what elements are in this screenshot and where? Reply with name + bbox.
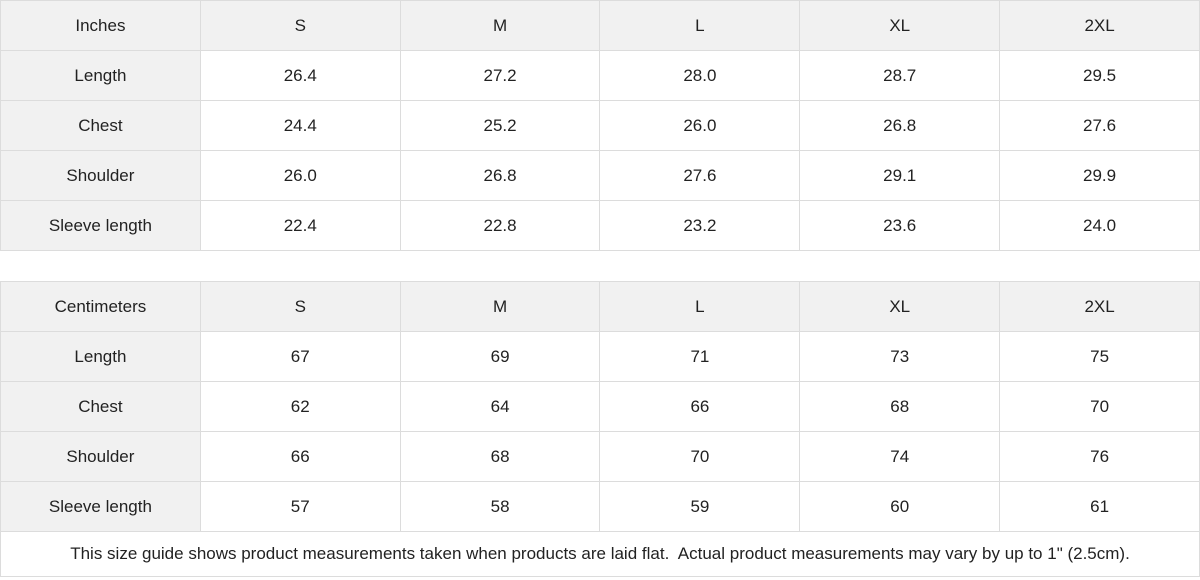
row-label: Chest [0,381,201,432]
inches-header-row: Inches S M L XL 2XL [0,0,1200,51]
table-row-sleeve-length: Sleeve length 22.4 22.8 23.2 23.6 24.0 [0,200,1200,251]
table-row-sleeve-length: Sleeve length 57 58 59 60 61 [0,481,1200,532]
table-row-shoulder: Shoulder 66 68 70 74 76 [0,431,1200,482]
row-label: Shoulder [0,150,201,201]
measurement-cell: 66 [599,381,801,432]
size-column-header-xl: XL [799,0,1001,51]
measurement-cell: 60 [799,481,1001,532]
size-column-header-l: L [599,281,801,332]
measurement-cell: 29.1 [799,150,1001,201]
measurement-cell: 74 [799,431,1001,482]
row-label: Shoulder [0,431,201,482]
measurement-cell: 22.8 [399,200,601,251]
measurement-cell: 58 [399,481,601,532]
measurement-cell: 66 [199,431,401,482]
measurement-cell: 22.4 [199,200,401,251]
measurement-cell: 25.2 [399,100,601,151]
measurement-cell: 64 [399,381,601,432]
measurement-cell: 69 [399,331,601,382]
measurement-cell: 75 [999,331,1200,382]
measurement-cell: 23.6 [799,200,1001,251]
measurement-cell: 27.6 [599,150,801,201]
row-label: Length [0,50,201,101]
measurement-cell: 23.2 [599,200,801,251]
measurement-cell: 61 [999,481,1200,532]
measurement-cell: 70 [599,431,801,482]
centimeters-table: Centimeters S M L XL 2XL Length 67 69 71… [0,281,1200,532]
measurement-cell: 26.0 [599,100,801,151]
measurement-cell: 24.4 [199,100,401,151]
measurement-cell: 29.5 [999,50,1200,101]
table-row-chest: Chest 24.4 25.2 26.0 26.8 27.6 [0,100,1200,151]
measurement-cell: 26.0 [199,150,401,201]
centimeters-header-row: Centimeters S M L XL 2XL [0,281,1200,332]
measurement-cell: 57 [199,481,401,532]
unit-header-centimeters: Centimeters [0,281,201,332]
measurement-cell: 67 [199,331,401,382]
measurement-cell: 26.8 [399,150,601,201]
measurement-cell: 26.4 [199,50,401,101]
size-column-header-s: S [199,281,401,332]
row-label: Length [0,331,201,382]
size-column-header-l: L [599,0,801,51]
measurement-cell: 71 [599,331,801,382]
row-label: Sleeve length [0,200,201,251]
table-row-shoulder: Shoulder 26.0 26.8 27.6 29.1 29.9 [0,150,1200,201]
row-label: Chest [0,100,201,151]
measurement-cell: 68 [799,381,1001,432]
measurement-cell: 28.7 [799,50,1001,101]
unit-header-inches: Inches [0,0,201,51]
table-row-chest: Chest 62 64 66 68 70 [0,381,1200,432]
size-column-header-m: M [399,0,601,51]
table-gap [0,251,1200,281]
measurement-cell: 24.0 [999,200,1200,251]
measurement-cell: 26.8 [799,100,1001,151]
measurement-cell: 27.6 [999,100,1200,151]
measurement-cell: 28.0 [599,50,801,101]
table-row-length: Length 67 69 71 73 75 [0,331,1200,382]
measurement-cell: 73 [799,331,1001,382]
measurement-cell: 62 [199,381,401,432]
measurement-cell: 68 [399,431,601,482]
measurement-cell: 29.9 [999,150,1200,201]
measurement-cell: 76 [999,431,1200,482]
table-row-length: Length 26.4 27.2 28.0 28.7 29.5 [0,50,1200,101]
size-guide-note: This size guide shows product measuremen… [0,532,1200,577]
size-column-header-m: M [399,281,601,332]
row-label: Sleeve length [0,481,201,532]
size-column-header-2xl: 2XL [999,0,1200,51]
inches-table: Inches S M L XL 2XL Length 26.4 27.2 28.… [0,0,1200,251]
measurement-cell: 27.2 [399,50,601,101]
size-column-header-xl: XL [799,281,1001,332]
size-column-header-2xl: 2XL [999,281,1200,332]
measurement-cell: 59 [599,481,801,532]
size-column-header-s: S [199,0,401,51]
measurement-cell: 70 [999,381,1200,432]
